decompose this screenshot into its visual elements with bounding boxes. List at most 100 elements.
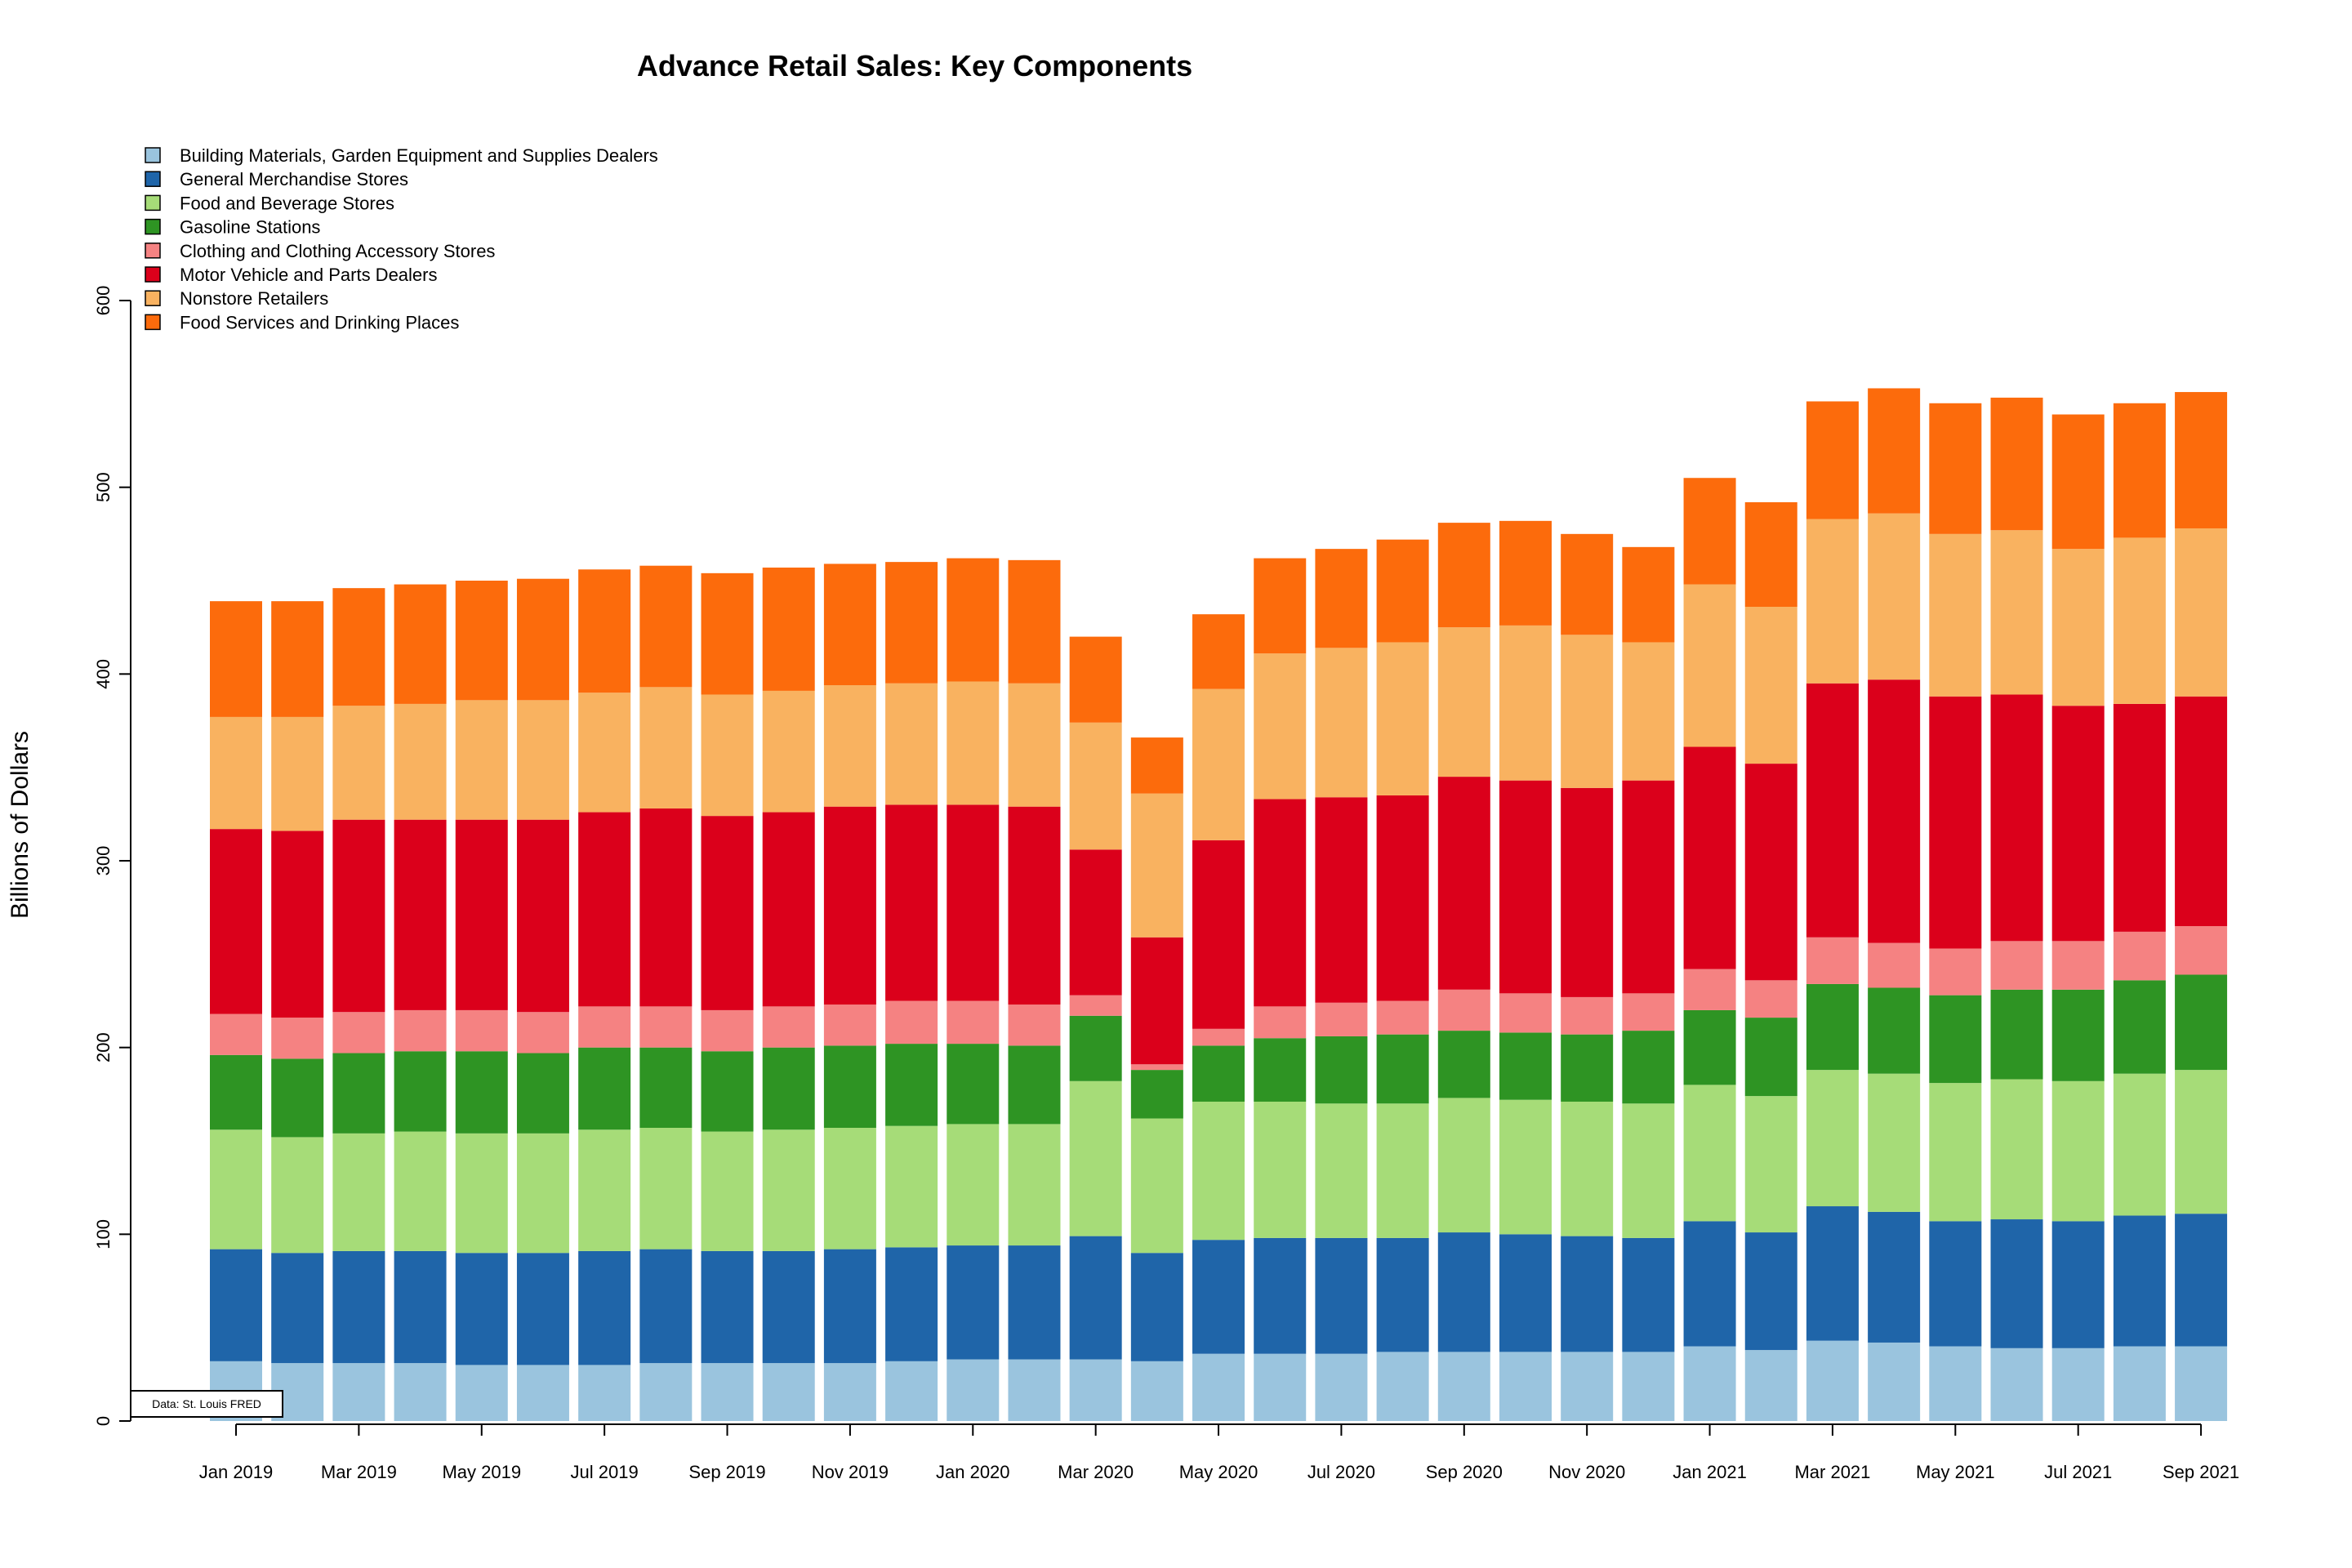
bar-segment [394, 819, 447, 1010]
bar-segment [1744, 1232, 1797, 1351]
bar-segment [210, 1054, 262, 1130]
bar-segment [332, 1250, 385, 1364]
y-tick-label: 100 [93, 1219, 114, 1250]
bar-segment [1437, 1232, 1490, 1352]
bar-segment [1437, 989, 1490, 1031]
bar-segment [1683, 1009, 1736, 1085]
bar-segment [516, 1253, 569, 1365]
bar-segment [762, 1006, 815, 1048]
bar-segment [639, 1127, 693, 1250]
bar-segment [2113, 703, 2166, 932]
bar-segment [578, 1006, 631, 1048]
bar-segment [516, 819, 569, 1013]
bar-segment [1499, 1234, 1552, 1352]
bar-segment [1069, 1359, 1122, 1421]
bar-segment [1683, 1346, 1736, 1421]
legend-swatch [145, 147, 161, 163]
bar-segment [885, 1044, 938, 1126]
legend-swatch [145, 194, 161, 212]
bar-segment [639, 1006, 693, 1048]
bar-segment [1929, 533, 1982, 697]
bar-segment [210, 1129, 262, 1250]
bar-segment [947, 1245, 1000, 1360]
bar-segment [1315, 1036, 1368, 1104]
bar-segment [2113, 931, 2166, 981]
bar-segment [1130, 1070, 1183, 1119]
bar-segment [823, 564, 876, 686]
bar-segment [1130, 793, 1183, 938]
y-tick-label: 400 [93, 659, 114, 689]
bar-segment [1622, 546, 1675, 643]
bar-segment [1130, 1064, 1183, 1071]
bar-segment [1683, 1085, 1736, 1222]
bar-segment [1622, 780, 1675, 994]
bar-segment [639, 1047, 693, 1128]
y-tick-label: 600 [93, 286, 114, 316]
bar-segment [1008, 683, 1061, 807]
bar-segment [2051, 706, 2105, 942]
bar-segment [1376, 1000, 1429, 1035]
bar-segment [947, 804, 1000, 1001]
bar-segment [1008, 1004, 1061, 1046]
bar-segment [394, 1131, 447, 1251]
bar-segment [1315, 797, 1368, 1003]
bar-segment [1437, 1031, 1490, 1098]
legend-swatch [145, 243, 161, 259]
bar-segment [2175, 1346, 2228, 1421]
bar-segment [1315, 1353, 1368, 1421]
bar-segment [701, 1363, 754, 1421]
x-axis: Jan 2019 Mar 2019 May 2019 Jul 2019 Sep 2019… [199, 1423, 2239, 1482]
bar-segment [1315, 1002, 1368, 1036]
bar-segment [885, 1000, 938, 1045]
legend-label: Food Services and Drinking Places [180, 312, 459, 332]
bar-segment [1437, 627, 1490, 777]
bar-segment [1315, 1103, 1368, 1238]
bar-segment [1437, 1098, 1490, 1233]
source-note-box: Data: St. Louis FRED [130, 1390, 283, 1418]
bar-segment [271, 1253, 324, 1364]
bar-segment [1622, 1352, 1675, 1421]
bar-segment [1008, 559, 1061, 684]
bar-segment [1622, 1031, 1675, 1104]
bar-segment [823, 1127, 876, 1250]
bar-segment [701, 1051, 754, 1132]
bar-segment [2113, 1073, 2166, 1216]
bar-segment [2051, 1221, 2105, 1348]
legend-label: Building Materials, Garden Equipment and… [180, 145, 658, 166]
bar-segment [2175, 1214, 2228, 1347]
bar-segment [1499, 993, 1552, 1033]
bar-group [210, 388, 2228, 1421]
bar-segment [1806, 1070, 1859, 1207]
bar-segment [701, 816, 754, 1010]
legend-label: General Merchandise Stores [180, 169, 408, 189]
legend-label: Clothing and Clothing Accessory Stores [180, 241, 495, 261]
bar-segment [1683, 969, 1736, 1010]
bar-segment [455, 1365, 508, 1421]
bar-segment [2175, 528, 2228, 697]
bar-segment [455, 581, 508, 701]
bar-segment [1192, 1240, 1245, 1354]
y-axis: 0 100 200 300 400 500 600 [93, 286, 131, 1426]
bar-segment [1130, 737, 1183, 794]
bar-segment [1192, 1353, 1245, 1421]
bar-segment [762, 1129, 815, 1251]
bar-segment [516, 1365, 569, 1421]
bar-segment [1929, 995, 1982, 1084]
bar-segment [1376, 1034, 1429, 1104]
bar-segment [639, 1249, 693, 1364]
bar-segment [210, 1249, 262, 1361]
x-tick-label: Sep 2020 [1426, 1462, 1503, 1482]
bar-segment [455, 1051, 508, 1134]
bar-segment [1929, 1346, 1982, 1421]
bar-segment [516, 1133, 569, 1254]
bar-segment [1561, 1352, 1614, 1421]
bar-segment [1806, 1206, 1859, 1341]
bar-segment [1130, 1118, 1183, 1254]
bar-segment [1990, 530, 2043, 695]
bar-segment [394, 1009, 447, 1052]
bar-segment [701, 1131, 754, 1251]
bar-segment [1254, 1353, 1307, 1421]
bar-segment [1806, 401, 1859, 519]
bar-segment [271, 831, 324, 1018]
bar-segment [455, 1009, 508, 1052]
